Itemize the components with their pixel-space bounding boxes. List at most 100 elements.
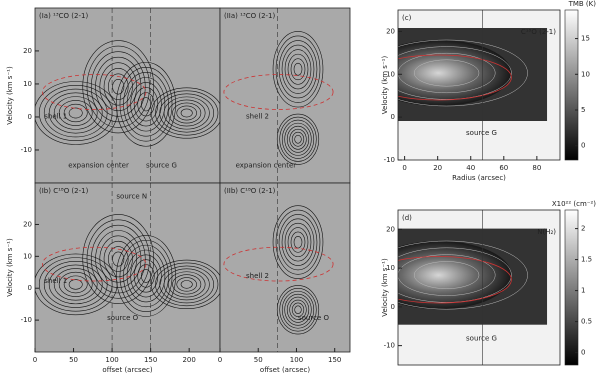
y-tick-label: -10 [384, 342, 395, 350]
panel-label: (IIa) ¹³CO (2-1) [224, 12, 276, 20]
colorbar-label: TMB (K) [568, 0, 597, 8]
contour [163, 268, 210, 301]
y-tick-label: 0 [391, 113, 395, 121]
contour [123, 244, 169, 308]
shell-outline [223, 246, 334, 282]
annotation: shell 2 [246, 272, 269, 280]
colorbar-tick-label: 5 [581, 106, 585, 114]
contour [155, 262, 219, 307]
contour [275, 209, 321, 275]
contour [38, 257, 113, 312]
shell-outline [41, 246, 147, 282]
contour [68, 279, 83, 290]
contour [95, 230, 142, 288]
y-axis-label: Velocity (km s⁻¹) [6, 66, 14, 125]
x-tick-label: 80 [532, 164, 541, 172]
contour [284, 222, 312, 262]
y-tick-label: 10 [23, 252, 32, 260]
x-tick-label: 200 [182, 356, 195, 364]
x-tick-label: 40 [466, 164, 475, 172]
contour [86, 45, 150, 128]
contour [123, 72, 169, 137]
emission-core [398, 40, 512, 106]
contour [294, 134, 302, 144]
colorbar-label: X10²² (cm⁻²) [552, 200, 596, 208]
contour [272, 205, 324, 279]
x-tick-label: 100 [105, 356, 118, 364]
contour [130, 82, 162, 127]
contour [284, 293, 312, 326]
panel-label: (d) [402, 214, 412, 222]
panel [398, 10, 560, 160]
contour [126, 77, 166, 132]
contour [413, 261, 480, 289]
contour [48, 92, 103, 134]
x-tick-label: 0 [218, 356, 222, 364]
contour [398, 240, 528, 310]
colorbar-tick-label: 10 [581, 70, 590, 78]
contour [281, 290, 315, 329]
y-tick-label: 0 [28, 284, 32, 292]
contour [63, 103, 88, 123]
contour [272, 31, 324, 108]
contour [286, 125, 310, 153]
contour [294, 305, 302, 314]
x-tick-label: 50 [69, 356, 78, 364]
annotation: source O [107, 314, 138, 322]
y-tick-label: 0 [391, 303, 395, 311]
contour [108, 246, 129, 272]
y-axis-label: Velocity (km s⁻¹) [6, 238, 14, 297]
contour [167, 271, 206, 298]
contour [126, 249, 166, 303]
x-tick-label: 150 [328, 356, 341, 364]
annotation: source G [466, 129, 497, 137]
contour [176, 105, 197, 121]
contour [284, 49, 312, 90]
panel [35, 8, 220, 183]
colorbar [564, 9, 579, 161]
contour [95, 56, 142, 117]
contour [159, 265, 214, 304]
panel [35, 183, 220, 352]
y-tick-label: 20 [386, 225, 395, 233]
contour [284, 122, 312, 156]
contour [398, 46, 512, 100]
x-tick-label: 0 [33, 356, 37, 364]
contour [150, 259, 220, 310]
x-tick-label: 0 [402, 164, 406, 172]
contour [68, 107, 83, 119]
contour [119, 66, 173, 142]
contour [108, 73, 129, 100]
y-axis-label: Velocity (km s⁻¹) [381, 258, 389, 317]
contour [63, 275, 88, 294]
contour [116, 235, 176, 317]
panel-label: (IIb) C¹⁸O (2-1) [224, 187, 276, 195]
contour [279, 116, 317, 162]
emission-core [398, 241, 512, 310]
contour [172, 102, 202, 124]
contour [291, 302, 305, 317]
x-axis-label: offset (arcsec) [102, 366, 152, 374]
contour [159, 93, 214, 133]
contour [180, 108, 193, 118]
contour [287, 227, 309, 258]
y-tick-label: 20 [386, 27, 395, 35]
y-tick-label: -10 [21, 146, 32, 154]
panel [220, 183, 350, 352]
contour [82, 214, 155, 304]
contour [279, 288, 317, 332]
contour [119, 239, 173, 312]
colorbar-tick-label: 2 [581, 225, 585, 233]
contour [130, 254, 162, 298]
contour [86, 219, 150, 299]
contour [167, 99, 206, 127]
annotation: expansion center [68, 162, 129, 170]
colorbar-tick-label: 1.5 [581, 256, 592, 264]
y-tick-label: 10 [23, 80, 32, 88]
contour [398, 52, 496, 94]
y-tick-label: 10 [386, 70, 395, 78]
shell-outline [223, 74, 334, 110]
colorbar-tick-label: 0 [581, 142, 585, 150]
contour [180, 280, 193, 289]
